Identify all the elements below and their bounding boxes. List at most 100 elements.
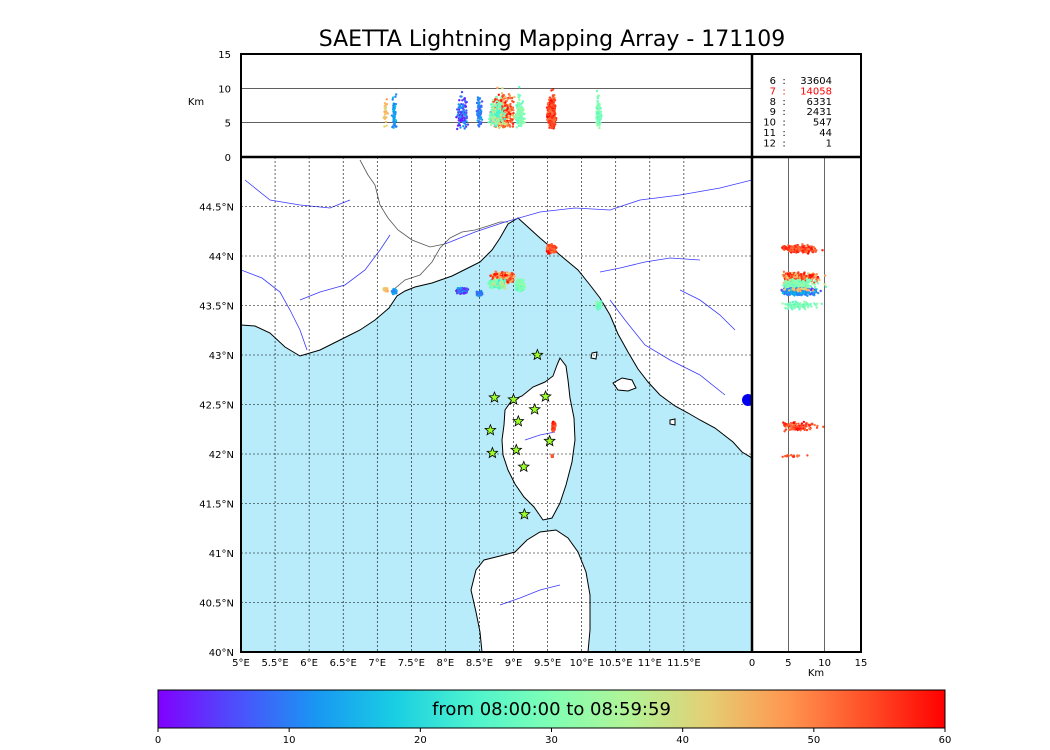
lightning-source-latitude [784,307,788,310]
lightning-source-latitude [787,247,790,251]
lightning-source-altitude [510,121,513,124]
lightning-source-altitude [392,120,395,123]
lightning-source-altitude [520,115,523,118]
lightning-source-latitude [811,282,814,285]
station-count-value: 44 [819,128,832,139]
lightning-source [518,288,522,292]
lightning-source-altitude [394,105,397,108]
lightning-source-altitude [505,104,509,107]
lightning-source-altitude [520,124,523,128]
lightning-source-altitude [496,118,499,122]
lightning-source-latitude [802,272,806,275]
lightning-source-altitude [511,106,514,109]
lightning-source-altitude [393,112,397,115]
lightning-source-altitude [490,108,493,111]
lightning-source-latitude [816,282,820,285]
lat-panel-tick-label: 0 [749,658,755,669]
latitude-tick-label: 42.5°N [199,401,234,412]
lightning-source [494,273,497,277]
lightning-source-altitude [547,98,551,102]
lightning-source-altitude [496,86,499,90]
map-land [241,157,752,652]
altitude-panel: 0 5 10 15 Km [188,50,752,164]
lightning-source-latitude [791,282,794,285]
lightning-source-latitude [791,283,794,287]
lightning-source-latitude [797,425,800,428]
lightning-source [517,280,521,284]
lightning-source-latitude [783,430,786,433]
latitude-tick-label: 41°N [209,549,234,560]
lightning-source-latitude [810,247,813,250]
lightning-source-latitude [798,278,802,281]
longitude-tick-label: 5.5°E [261,658,288,669]
lightning-source-altitude [477,99,480,103]
lightning-source-latitude [808,303,811,307]
lightning-source-altitude [476,117,480,120]
colorbar-ticks: 0 10 20 30 40 50 60 [155,728,951,746]
longitude-tick-label: 5°E [232,658,250,669]
lightning-source-latitude [790,453,793,457]
lightning-source [546,247,550,251]
lightning-source [494,270,498,274]
lightning-source-altitude [495,115,499,118]
lightning-source [490,285,494,289]
lightning-source-altitude [464,105,468,108]
lightning-source-altitude [516,106,519,110]
lightning-source-latitude [808,274,811,277]
lightning-source-altitude [462,121,465,124]
map-panel: 5°E 5.5°E 6°E 6.5°E 7°E 7.5°E 8°E 8.5°E 9°E 9.5°E… [199,157,754,669]
lightning-source-latitude [813,302,816,305]
altitude-sources [382,85,603,131]
map-graticule [241,157,752,652]
lightning-source-latitude [816,275,820,279]
lightning-source [514,283,517,286]
lightning-source [459,286,463,290]
lightning-source-altitude [508,108,511,112]
lightning-source-altitude [459,95,462,98]
lightning-source-altitude [478,108,481,111]
lightning-source-altitude [518,104,521,107]
river-arno [599,257,701,273]
lightning-source [597,301,600,305]
lightning-source-latitude [794,275,797,279]
lightning-source-altitude [462,110,465,113]
lightning-source-latitude [793,303,796,306]
lightning-source-latitude [815,272,818,276]
lightning-source [489,282,492,285]
lightning-source-altitude [466,123,470,126]
mainland-coast [241,157,752,459]
lightning-source-altitude [383,125,386,128]
altitude-tick-label: 5 [225,119,231,130]
lightning-source-latitude [815,302,819,305]
lightning-source-altitude [551,94,555,97]
lightning-source-latitude [810,422,814,425]
lightning-source [502,271,506,275]
lightning-source-altitude [393,124,396,127]
lightning-source-altitude [513,95,516,99]
lightning-source-latitude [787,423,790,427]
lightning-source [553,244,556,248]
lightning-source-altitude [599,110,603,113]
lightning-source-latitude [791,427,794,431]
lightning-source-latitude [821,249,824,252]
lightning-source-altitude [551,88,555,91]
colorbar-tick-label: 20 [414,735,427,746]
lightning-source-altitude [384,108,387,112]
station-count-stations: 12 [763,138,776,149]
lightning-source-altitude [547,108,550,111]
lma-stations [484,348,556,520]
lightning-source-altitude [394,95,397,98]
station-star-icon [543,434,556,447]
lightning-source-altitude [597,94,600,97]
lightning-source-altitude [511,113,514,117]
lightning-source-altitude [462,125,465,128]
lightning-source-altitude [459,119,462,122]
lightning-source-altitude [392,110,395,114]
lightning-source-altitude [479,111,482,115]
lightning-source-latitude [789,428,792,431]
lightning-source-latitude [784,281,787,284]
lightning-source-latitude [787,454,790,457]
lightning-source-latitude [783,288,786,291]
station-count-value: 2431 [807,107,832,118]
lightning-source-altitude [475,101,479,105]
